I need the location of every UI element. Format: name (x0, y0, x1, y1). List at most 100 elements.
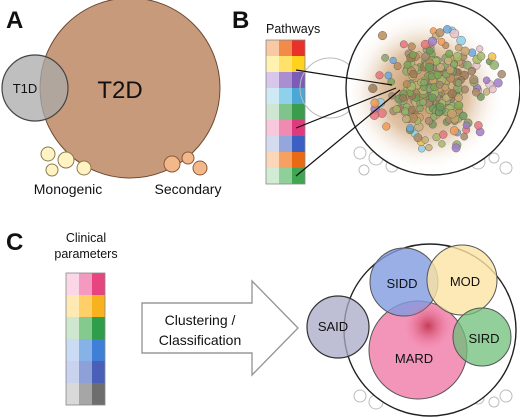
clinical-heatmap-cell (79, 383, 92, 405)
patient-dot (425, 144, 433, 152)
patient-dot (425, 46, 434, 55)
clinical-heatmap-cell (92, 339, 105, 361)
patient-dot (462, 121, 471, 130)
pathways-heatmap-cell (266, 168, 279, 184)
sird-circle (452, 307, 512, 367)
pathways-heatmap-frame (265, 39, 306, 185)
patient-dot (435, 80, 444, 89)
patient-dot (460, 132, 469, 141)
clinical-heatmap-cell (79, 339, 92, 361)
pathways-heatmap-cell (279, 72, 292, 88)
patient-dot (454, 79, 463, 87)
patient-dot (392, 105, 401, 114)
patient-dot (421, 136, 429, 144)
pathway-connector-lines (295, 69, 401, 177)
clinical-heatmap-cell (66, 273, 79, 295)
patient-dot (462, 60, 472, 70)
pathways-heatmap-cell (279, 136, 292, 152)
arrow-label-line1: Clustering / (165, 312, 236, 328)
patient-dot (424, 62, 435, 73)
pathways-heatmap-cell (279, 88, 292, 104)
cluster-label-said: SAID (318, 319, 348, 334)
patient-dots (368, 25, 506, 153)
patient-dot (459, 111, 468, 121)
cluster-density-center (404, 302, 452, 350)
pathways-heatmap-cell (266, 56, 279, 72)
pathways-heatmap-cell (279, 168, 292, 184)
patient-dot (389, 56, 397, 64)
patient-dot (370, 98, 380, 108)
clinical-heatmap-cell (92, 273, 105, 295)
patient-dot (416, 104, 424, 113)
patient-dot (455, 44, 463, 52)
patient-dot (460, 46, 470, 56)
pathways-heatmap-cell (292, 88, 305, 104)
cluster-label-mod: MOD (450, 274, 480, 289)
patient-dot (451, 143, 461, 153)
patient-dot (446, 65, 455, 75)
patient-dot (482, 88, 491, 96)
clinical-heatmap-cell (92, 383, 105, 405)
monogenic-label: Monogenic (34, 181, 103, 197)
patient-dot (402, 114, 411, 124)
pathways-heatmap-cell (266, 152, 279, 168)
patient-dot (474, 121, 483, 130)
pathways-heatmap-cell (292, 152, 305, 168)
patient-dot (435, 102, 445, 112)
clinical-heatmap-cell (66, 383, 79, 405)
patient-dot (467, 67, 476, 76)
t1d-circle (1, 54, 69, 122)
pathways-heatmap-cell (279, 56, 292, 72)
patient-dot (407, 106, 416, 114)
patient-dot (368, 83, 378, 94)
panel-c: C Clinical parameters Clustering / Class… (6, 229, 517, 417)
patient-dot (433, 71, 442, 80)
patient-dot (472, 88, 481, 97)
patient-dot (399, 40, 408, 49)
pathways-heatmap-cell (279, 104, 292, 120)
monogenic-circles (40, 146, 92, 177)
clinical-label-line2: parameters (54, 247, 117, 261)
pathways-label: Pathways (266, 22, 320, 36)
panel-b: B Pathways (232, 0, 520, 185)
patient-dot (476, 51, 486, 61)
patient-dot (447, 108, 457, 119)
patient-dot (436, 63, 445, 72)
patient-dot (381, 54, 389, 62)
patient-dot (393, 62, 402, 70)
pathways-heatmap (265, 39, 306, 185)
patient-dot (454, 100, 464, 110)
patient-dot (460, 85, 469, 94)
pathways-heatmap-cell (266, 72, 279, 88)
patient-dot (407, 42, 416, 51)
clinical-heatmap-cell (66, 339, 79, 361)
secondary-label: Secondary (155, 181, 222, 197)
pathways-heatmap-cell (266, 104, 279, 120)
patient-dot (489, 60, 499, 70)
patient-dot (427, 93, 437, 103)
patient-dot (447, 89, 457, 99)
patient-dot (444, 56, 453, 65)
clinical-heatmap-cell (66, 361, 79, 383)
pathways-heatmap-cell (279, 152, 292, 168)
pathways-heatmap-cell (266, 88, 279, 104)
cluster-label-sidd: SIDD (386, 276, 417, 291)
clinical-heatmap-cell (66, 317, 79, 339)
patient-dot (456, 35, 466, 46)
t2d-label: T2D (97, 77, 142, 104)
secondary-circles (163, 151, 208, 176)
pathways-heatmap-cell (266, 120, 279, 136)
patient-dot (403, 60, 412, 69)
patient-dot (375, 71, 384, 80)
panel-b-letter: B (232, 7, 249, 34)
mod-circle (426, 244, 498, 316)
patient-dot (435, 28, 445, 38)
pathways-heatmap-cell (292, 104, 305, 120)
clinical-heatmap-frame (65, 272, 106, 406)
patient-dot (378, 31, 388, 41)
clinical-label-line1: Clinical (66, 231, 106, 245)
pathways-heatmap-cell (292, 120, 305, 136)
patient-dot (384, 71, 393, 80)
patient-dot (413, 133, 423, 142)
